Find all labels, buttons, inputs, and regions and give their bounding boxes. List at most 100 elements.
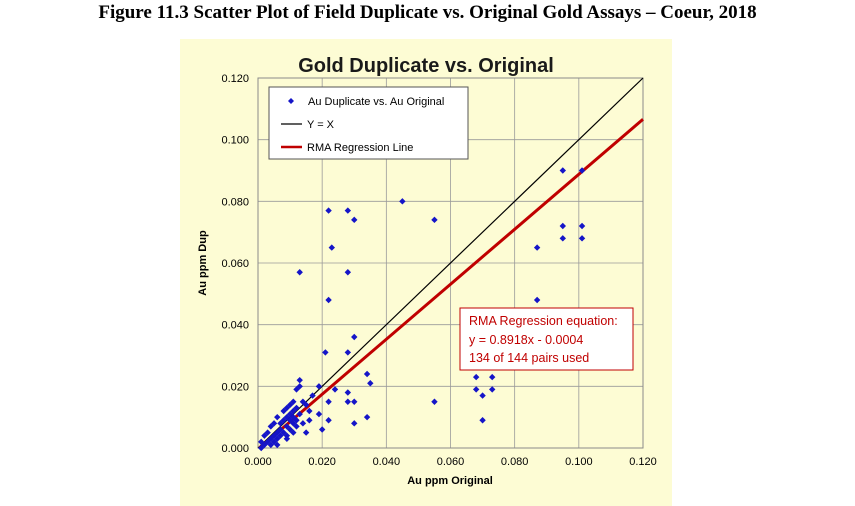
data-point [306, 407, 313, 415]
data-point [280, 407, 287, 415]
data-point [283, 423, 291, 430]
data-point [344, 398, 352, 405]
legend-label-yx: Y = X [307, 119, 335, 131]
x-axis-label: Au ppm Original [407, 475, 493, 487]
x-tick-label: 0.120 [629, 456, 657, 468]
data-point [399, 198, 406, 205]
axis-ticks: 0.000 0.020 0.040 0.060 0.080 0.100 0.120 0.000… [221, 73, 656, 468]
data-point [367, 380, 374, 387]
chart-panel: Gold Duplicate vs. Original 0.000 0.020 0.… [180, 39, 672, 506]
annotation-line-3: 134 of 144 pairs used [469, 351, 589, 365]
data-point [331, 386, 339, 393]
reference-lines [257, 77, 644, 450]
y-tick-label: 0.000 [221, 443, 249, 455]
x-tick-label: 0.040 [373, 456, 401, 468]
data-point [431, 398, 438, 405]
data-point [306, 417, 313, 424]
data-point [363, 370, 371, 378]
data-point [344, 269, 352, 276]
data-point [290, 429, 297, 436]
data-point [489, 373, 496, 381]
data-point [274, 435, 281, 442]
data-point [318, 426, 326, 433]
data-point [325, 398, 332, 405]
data-point [261, 432, 268, 439]
data-point [363, 413, 371, 421]
data-point [351, 398, 358, 405]
data-point [479, 417, 486, 424]
data-point [431, 216, 438, 224]
data-point [283, 435, 291, 442]
figure-caption: Figure 11.3 Scatter Plot of Field Duplic… [98, 2, 757, 23]
data-point [559, 222, 566, 230]
data-point [472, 373, 480, 381]
y-equals-x-line [257, 77, 644, 449]
data-point [315, 383, 323, 390]
data-point [274, 441, 281, 449]
legend: Au Duplicate vs. Au Original Y = X RMA R… [268, 86, 469, 160]
annotation-box [459, 307, 634, 371]
y-tick-label: 0.100 [221, 135, 249, 147]
data-point [344, 349, 352, 356]
data-point [325, 207, 332, 214]
y-tick-label: 0.060 [221, 258, 249, 270]
data-point [277, 432, 284, 439]
data-point [277, 420, 284, 427]
data-point [302, 429, 310, 436]
x-tick-label: 0.080 [501, 456, 529, 468]
data-point [533, 296, 541, 304]
data-point [344, 207, 352, 214]
data-point [351, 216, 358, 224]
legend-box [268, 86, 469, 160]
regression-annotation: RMA Regression equation: y = 0.8918x - 0… [459, 307, 634, 371]
data-points [258, 167, 586, 452]
rma-regression-line [258, 118, 644, 450]
data-point [325, 417, 332, 424]
plot-area [257, 77, 644, 449]
data-point [293, 404, 300, 412]
data-point [559, 235, 566, 242]
annotation-line-1: RMA Regression equation: [469, 314, 618, 328]
data-point [267, 441, 275, 449]
y-tick-label: 0.120 [221, 73, 249, 85]
data-point [283, 413, 291, 421]
x-tick-label: 0.060 [437, 456, 465, 468]
data-point [533, 244, 541, 251]
data-point [274, 413, 281, 421]
data-point [325, 296, 332, 304]
annotation-line-2: y = 0.8918x - 0.0004 [469, 333, 583, 347]
legend-label-rma: RMA Regression Line [307, 142, 413, 154]
data-point [283, 404, 291, 412]
data-point [296, 269, 303, 276]
data-point [559, 167, 566, 174]
data-point [351, 333, 358, 341]
data-point [290, 398, 297, 405]
data-point [293, 417, 300, 424]
data-point [309, 392, 316, 399]
data-point [299, 420, 307, 427]
data-point [293, 423, 300, 430]
data-point [344, 389, 352, 396]
y-tick-label: 0.020 [221, 381, 249, 393]
chart-title: Gold Duplicate vs. Original [298, 55, 554, 77]
data-point [296, 410, 303, 418]
data-point [302, 401, 310, 409]
data-point [296, 383, 303, 390]
legend-label-points: Au Duplicate vs. Au Original [308, 96, 444, 108]
scatter-chart: Gold Duplicate vs. Original 0.000 0.020 0.… [197, 55, 657, 487]
y-tick-label: 0.040 [221, 320, 249, 332]
legend-marker-diamond [288, 98, 294, 104]
data-point [479, 392, 486, 399]
data-point [296, 376, 303, 384]
y-tick-label: 0.080 [221, 196, 249, 208]
x-tick-label: 0.100 [565, 456, 593, 468]
data-point [322, 349, 329, 356]
x-tick-label: 0.020 [308, 456, 336, 468]
data-point [258, 444, 265, 452]
data-point [351, 420, 358, 427]
x-tick-label: 0.000 [244, 456, 272, 468]
data-point [578, 222, 586, 230]
data-point [267, 423, 275, 430]
y-axis-label: Au ppm Dup [197, 230, 209, 296]
data-point [315, 410, 323, 418]
